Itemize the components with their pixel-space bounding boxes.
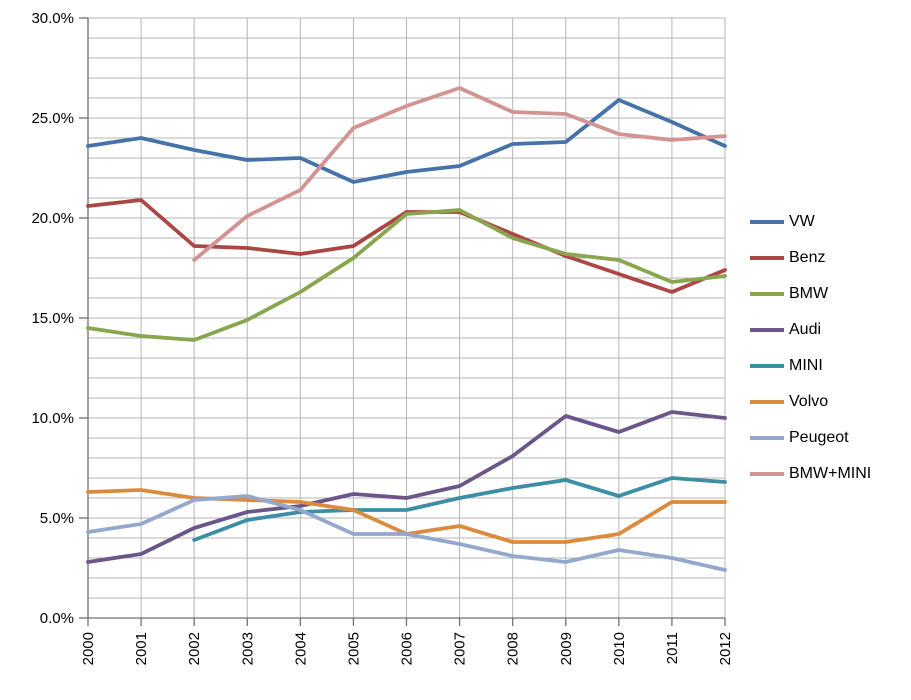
- x-axis-label: 2007: [452, 632, 469, 665]
- legend-label-peugeot: Peugeot: [789, 429, 849, 446]
- legend-item-peugeot: Peugeot: [750, 420, 871, 456]
- x-axis-label: 2012: [717, 632, 734, 665]
- legend-item-mini: MINI: [750, 348, 871, 384]
- x-axis-label: 2000: [80, 632, 97, 665]
- series-line-bmw: [86, 208, 727, 342]
- legend-line-swatch-bmw-mini: [750, 472, 784, 476]
- y-axis-label: 10.0%: [31, 410, 74, 427]
- legend-line-swatch-benz: [750, 256, 784, 260]
- legend-label-bmw: BMW: [789, 285, 829, 302]
- x-axis-label: 2009: [558, 632, 575, 665]
- x-axis-label: 2005: [345, 632, 362, 665]
- series-line-vw: [86, 98, 727, 184]
- series-line-bmw+mini: [192, 86, 727, 262]
- y-axis-label: 25.0%: [31, 110, 74, 127]
- legend-label-volvo: Volvo: [789, 393, 829, 410]
- legend: VW Benz BMW Audi MINI Volvo Peugeot BMW: [750, 204, 871, 492]
- legend-line-swatch-volvo: [750, 400, 784, 404]
- legend-line-swatch-peugeot: [750, 436, 784, 440]
- x-axis-label: 2001: [133, 632, 150, 665]
- legend-item-bmw: BMW: [750, 276, 871, 312]
- legend-item-benz: Benz: [750, 240, 871, 276]
- legend-line-swatch-mini: [750, 364, 784, 368]
- y-axis-label: 30.0%: [31, 10, 74, 27]
- x-axis-label: 2002: [186, 632, 203, 665]
- x-axis-label: 2010: [611, 632, 628, 665]
- series-line-audi: [86, 410, 727, 564]
- legend-line-swatch-bmw: [750, 292, 784, 296]
- x-axis-label: 2008: [505, 632, 522, 665]
- legend-item-vw: VW: [750, 204, 871, 240]
- legend-label-benz: Benz: [789, 249, 826, 266]
- legend-line-swatch-vw: [750, 220, 784, 224]
- y-axis-label: 5.0%: [40, 510, 74, 527]
- y-axis-label: 0.0%: [40, 610, 74, 627]
- series-line-benz: [86, 198, 727, 294]
- legend-label-audi: Audi: [789, 321, 822, 338]
- x-axis-label: 2004: [292, 632, 309, 665]
- x-axis-label: 2003: [239, 632, 256, 665]
- y-axis-label: 20.0%: [31, 210, 74, 227]
- x-axis-label: 2011: [664, 632, 681, 664]
- series-line-mini: [192, 476, 727, 542]
- legend-label-vw: VW: [789, 213, 815, 230]
- series-line-peugeot: [86, 494, 727, 572]
- y-axis-label: 15.0%: [31, 310, 74, 327]
- legend-item-audi: Audi: [750, 312, 871, 348]
- legend-line-swatch-audi: [750, 328, 784, 332]
- x-axis-label: 2006: [399, 632, 416, 665]
- legend-item-bmw-mini: BMW+MINI: [750, 456, 871, 492]
- legend-label-bmw-mini: BMW+MINI: [789, 465, 872, 482]
- legend-item-volvo: Volvo: [750, 384, 871, 420]
- legend-label-mini: MINI: [789, 357, 823, 374]
